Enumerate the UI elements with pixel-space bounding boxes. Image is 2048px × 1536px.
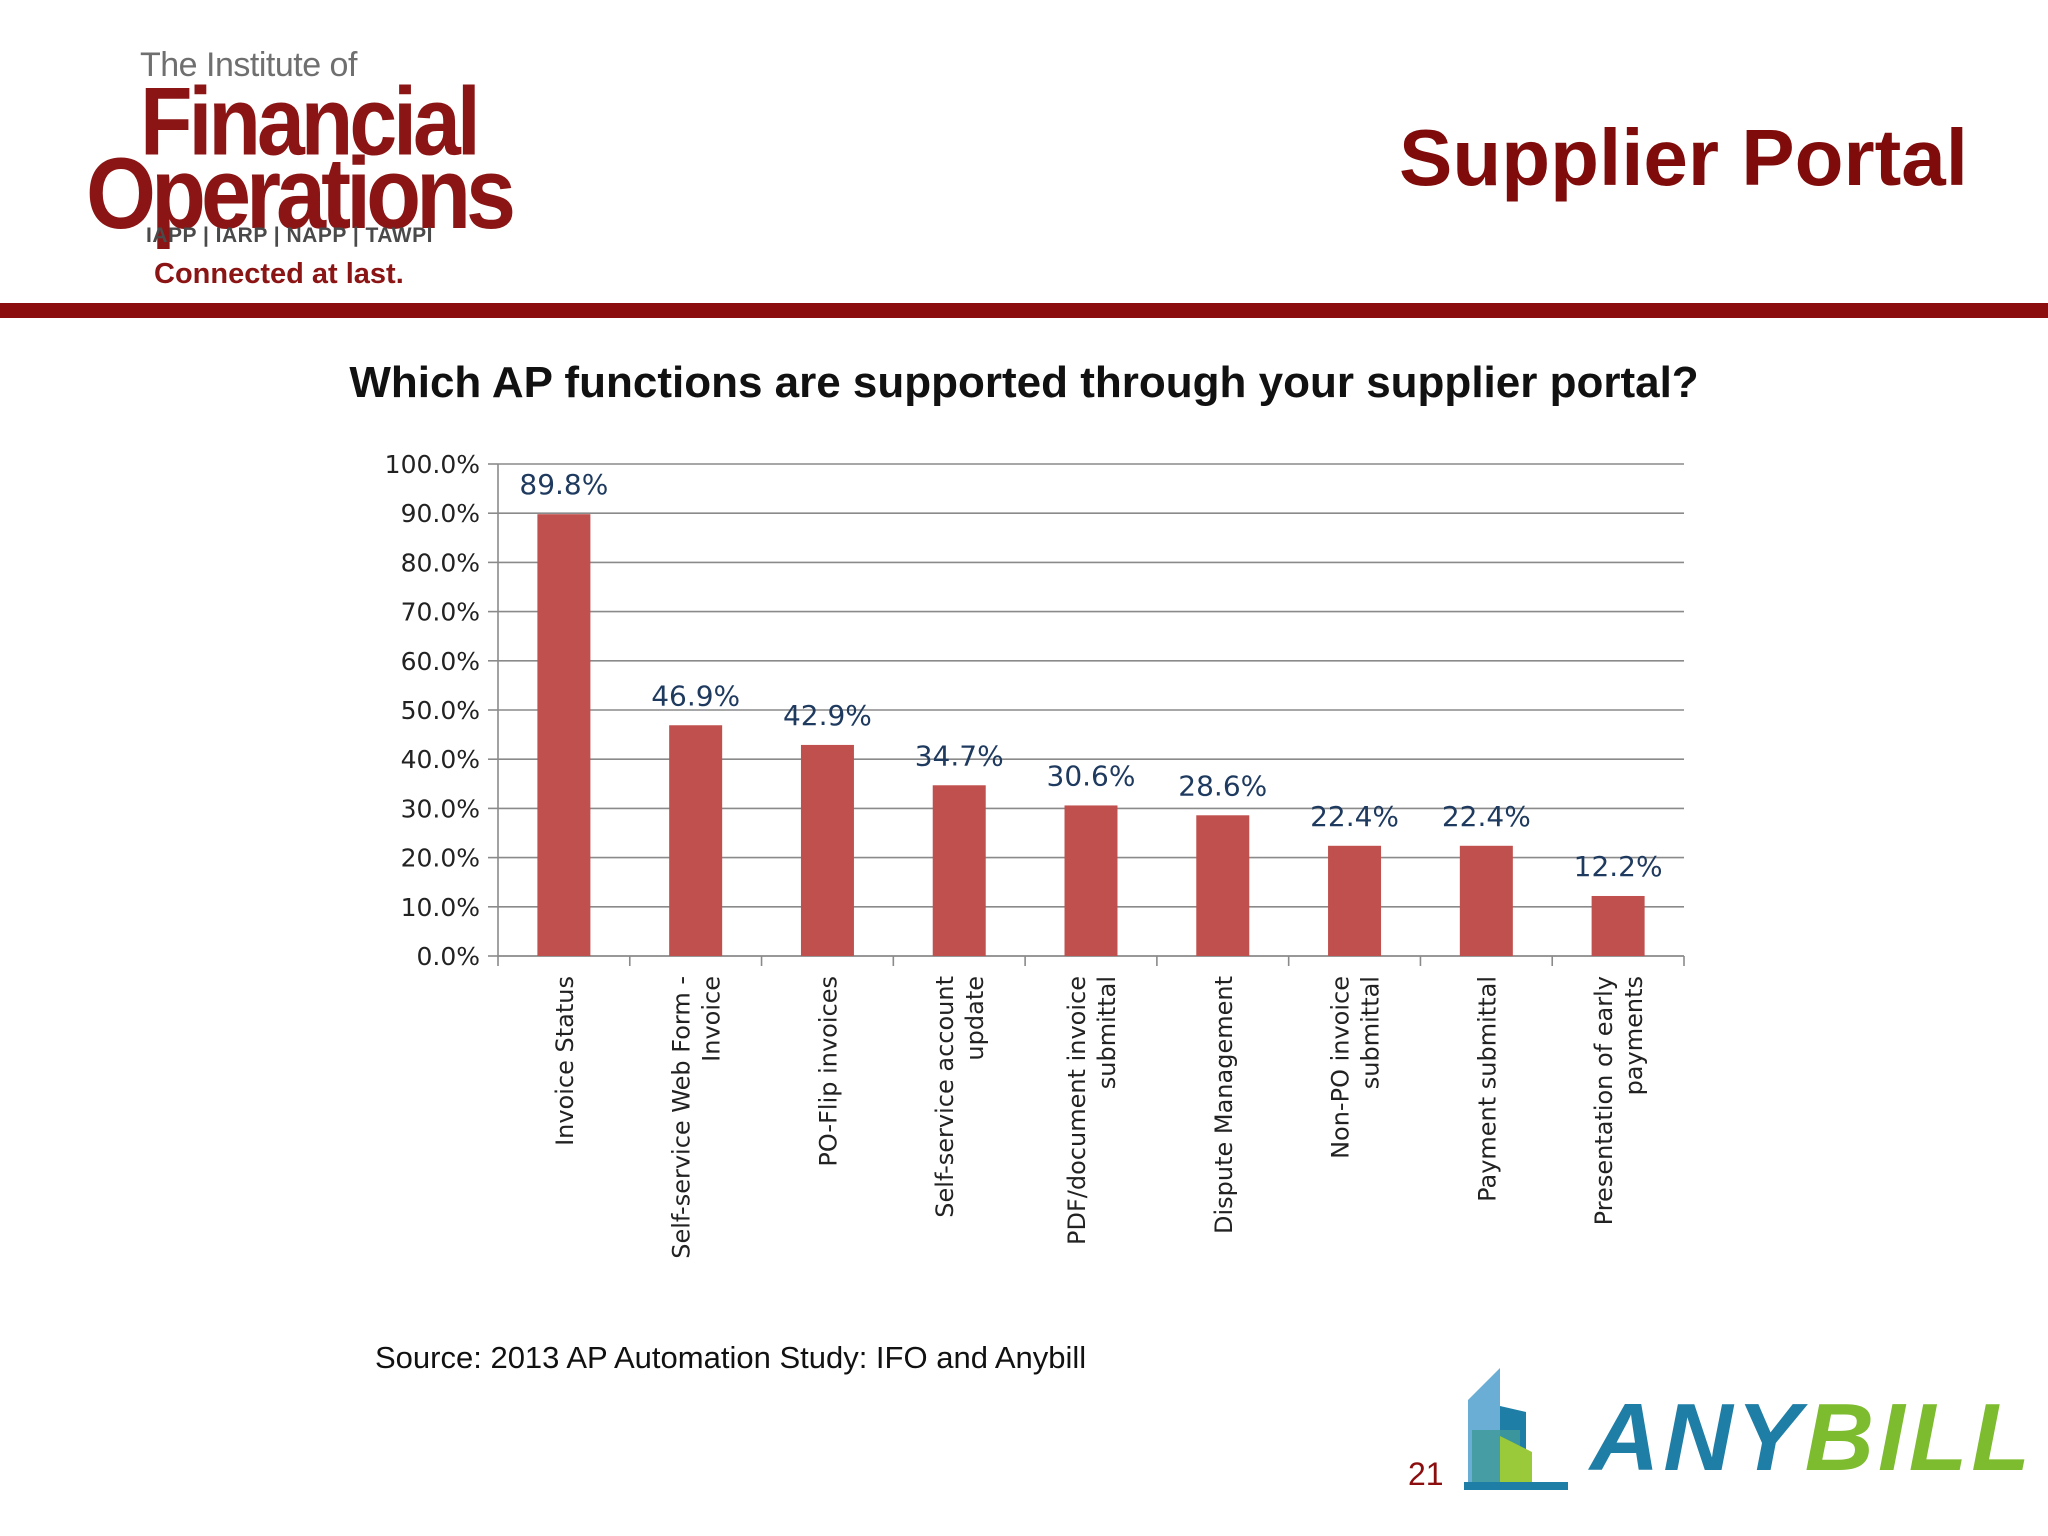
bar (669, 725, 723, 956)
ifo-logo-line1: Financial (140, 68, 481, 176)
anybill-building-icon (1464, 1368, 1568, 1490)
header-divider (0, 303, 2048, 318)
y-tick-label: 50.0% (401, 696, 480, 725)
ifo-logo-sub: IAPP | IARP | NAPP | TAWPI (146, 224, 433, 247)
anybill-word-any: ANY (1590, 1384, 1805, 1491)
page-number: 21 (1408, 1456, 1444, 1492)
y-tick-label: 20.0% (401, 844, 480, 873)
bar-data-label: 22.4% (1442, 800, 1531, 833)
ifo-logo-top-line: The Institute of (140, 46, 357, 84)
anybill-logo: ANYBILL (1460, 1366, 2030, 1490)
x-category-label: payments (1620, 976, 1648, 1095)
bar-data-label: 22.4% (1310, 800, 1399, 833)
bar (1328, 845, 1382, 956)
ifo-tagline: Connected at last. (154, 258, 404, 290)
bar-data-label: 46.9% (651, 679, 740, 712)
bar (537, 514, 591, 956)
y-tick-label: 30.0% (401, 794, 480, 823)
x-category-label: Payment submittal (1473, 976, 1501, 1202)
y-tick-label: 90.0% (401, 499, 480, 528)
x-category-label: submittal (1093, 976, 1121, 1089)
x-category-label: update (961, 976, 989, 1061)
bar-data-label: 42.9% (783, 699, 872, 732)
x-category-label: Self-service account (931, 976, 959, 1218)
x-category-label: PO-Flip invoices (814, 976, 842, 1167)
slide-title: Supplier Portal (1399, 113, 1968, 202)
anybill-word-bill: BILL (1804, 1384, 2034, 1491)
bar-data-label: 89.8% (519, 468, 608, 501)
anybill-wordmark: ANYBILL (1590, 1390, 2034, 1486)
x-category-label: Presentation of early (1590, 976, 1618, 1225)
bar-chart: 0.0% 10.0% 20.0% 30.0% 40.0% 50.0% 60.0% 70.0% 8… (385, 450, 1685, 1259)
bar (932, 785, 986, 956)
x-category-label: submittal (1357, 976, 1385, 1089)
source-note: Source: 2013 AP Automation Study: IFO an… (375, 1340, 1087, 1375)
bar (1064, 805, 1118, 956)
y-tick-label: 80.0% (401, 548, 480, 577)
x-category-label: Non-PO invoice (1327, 976, 1355, 1159)
y-tick-label: 70.0% (401, 598, 480, 627)
bar-data-label: 12.2% (1574, 850, 1663, 883)
bar (1459, 845, 1513, 956)
bar-data-label: 30.6% (1047, 759, 1136, 792)
x-category-label: Self-service Web Form - (668, 976, 696, 1259)
y-tick-label: 10.0% (401, 893, 480, 922)
y-tick-label: 40.0% (401, 745, 480, 774)
bar (1591, 895, 1645, 956)
x-category-label: Dispute Management (1210, 976, 1238, 1234)
y-tick-label: 100.0% (385, 450, 480, 479)
x-category-label: Invoice (698, 976, 726, 1062)
bar-data-label: 34.7% (915, 739, 1004, 772)
bar (1196, 815, 1250, 956)
ifo-logo: The Institute of Financial Operations IA… (80, 46, 516, 296)
x-category-label: PDF/document invoice (1063, 976, 1091, 1245)
bar (800, 744, 854, 956)
y-tick-label: 60.0% (401, 647, 480, 676)
x-category-label: Invoice Status (551, 976, 579, 1146)
y-tick-label: 0.0% (416, 942, 480, 971)
bar-data-label: 28.6% (1178, 769, 1267, 802)
chart-question: Which AP functions are supported through… (349, 358, 1699, 407)
ifo-logo-line2: Operations (86, 138, 516, 251)
